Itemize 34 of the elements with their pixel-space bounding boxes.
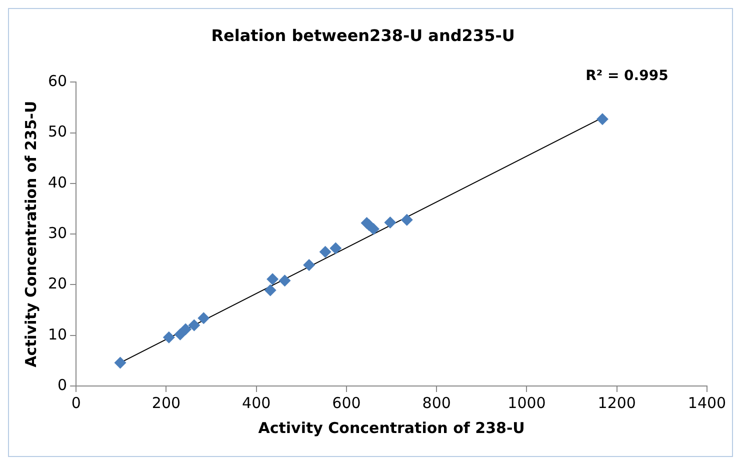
chart-title: Relation between238-U and235-U — [211, 26, 515, 45]
y-tick-label: 0 — [58, 376, 68, 394]
point — [596, 113, 608, 126]
y-tick-label: 20 — [48, 274, 68, 293]
y-tick-label: 50 — [48, 122, 68, 141]
x-tick-label: 1200 — [598, 394, 636, 412]
point — [368, 223, 380, 236]
point — [114, 356, 126, 369]
point — [400, 214, 413, 226]
point — [303, 258, 316, 271]
x-tick-label: 200 — [152, 394, 181, 412]
x-tick-label: 1000 — [508, 394, 546, 412]
x-tick-label: 800 — [422, 394, 451, 412]
point — [330, 242, 342, 254]
point — [264, 284, 276, 296]
point — [319, 246, 332, 258]
x-tick-label: 400 — [242, 394, 271, 412]
point — [266, 273, 279, 286]
point — [162, 331, 175, 344]
y-axis-title: Activity Concentration of 235-U — [22, 100, 40, 368]
x-tick-label: 600 — [332, 394, 361, 412]
point — [180, 323, 192, 336]
point — [278, 274, 291, 287]
annotation: R² = 0.995 — [586, 68, 668, 84]
y-tick-label: 40 — [48, 173, 68, 192]
point — [188, 319, 200, 332]
y-tick-label: 60 — [48, 72, 68, 90]
x-axis-title: Activity Concentration of 238-U — [258, 418, 525, 437]
x-tick-label: 0 — [71, 394, 81, 412]
point — [384, 216, 396, 228]
y-tick-label: 30 — [48, 224, 68, 242]
point — [198, 312, 210, 324]
y-tick-label: 10 — [48, 325, 68, 344]
x-tick-label: 1400 — [688, 394, 726, 412]
